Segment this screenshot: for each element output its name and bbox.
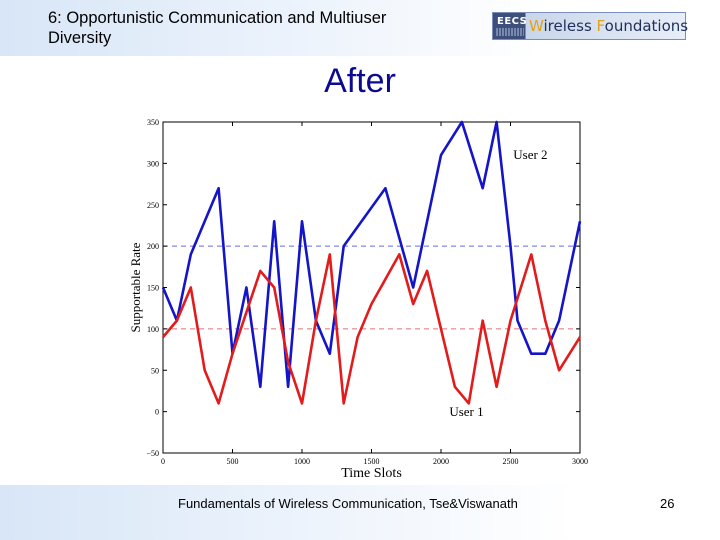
logo-wordmark: Wireless Foundations [529, 17, 689, 35]
x-tick-label: 3000 [572, 457, 588, 466]
series-annotation: User 2 [513, 147, 547, 162]
logo-decoration [496, 28, 524, 36]
footer-citation: Fundamentals of Wireless Communication, … [178, 496, 518, 511]
y-tick-label: 0 [155, 408, 159, 417]
y-tick-label: −50 [146, 449, 159, 458]
y-tick-label: 300 [147, 159, 159, 168]
y-tick-label: 150 [147, 284, 159, 293]
x-tick-label: 1500 [364, 457, 380, 466]
x-axis-label: Time Slots [341, 466, 402, 481]
y-tick-label: 200 [147, 242, 159, 251]
header-title: 6: Opportunistic Communication and Multi… [48, 9, 387, 47]
x-tick-label: 2000 [433, 457, 449, 466]
footer-band [0, 485, 720, 540]
y-tick-label: 250 [147, 201, 159, 210]
series-line-user-2 [161, 120, 582, 389]
x-tick-label: 2500 [503, 457, 519, 466]
page-number: 26 [660, 496, 675, 511]
series-annotation: User 1 [449, 404, 483, 419]
x-tick-label: 1000 [294, 457, 310, 466]
series-line-user-1 [162, 253, 582, 405]
wireless-foundations-logo: EECS Wireless Foundations [492, 12, 689, 40]
y-tick-label: 100 [147, 325, 159, 334]
x-tick-label: 500 [227, 457, 239, 466]
slide-title: After [324, 62, 396, 100]
y-tick-label: 50 [151, 366, 159, 375]
x-tick-label: 0 [161, 457, 165, 466]
y-axis-label: Supportable Rate [128, 242, 143, 332]
plot-area [162, 121, 581, 454]
logo-eecs-text: EECS [497, 16, 528, 27]
y-tick-label: 350 [147, 118, 159, 127]
